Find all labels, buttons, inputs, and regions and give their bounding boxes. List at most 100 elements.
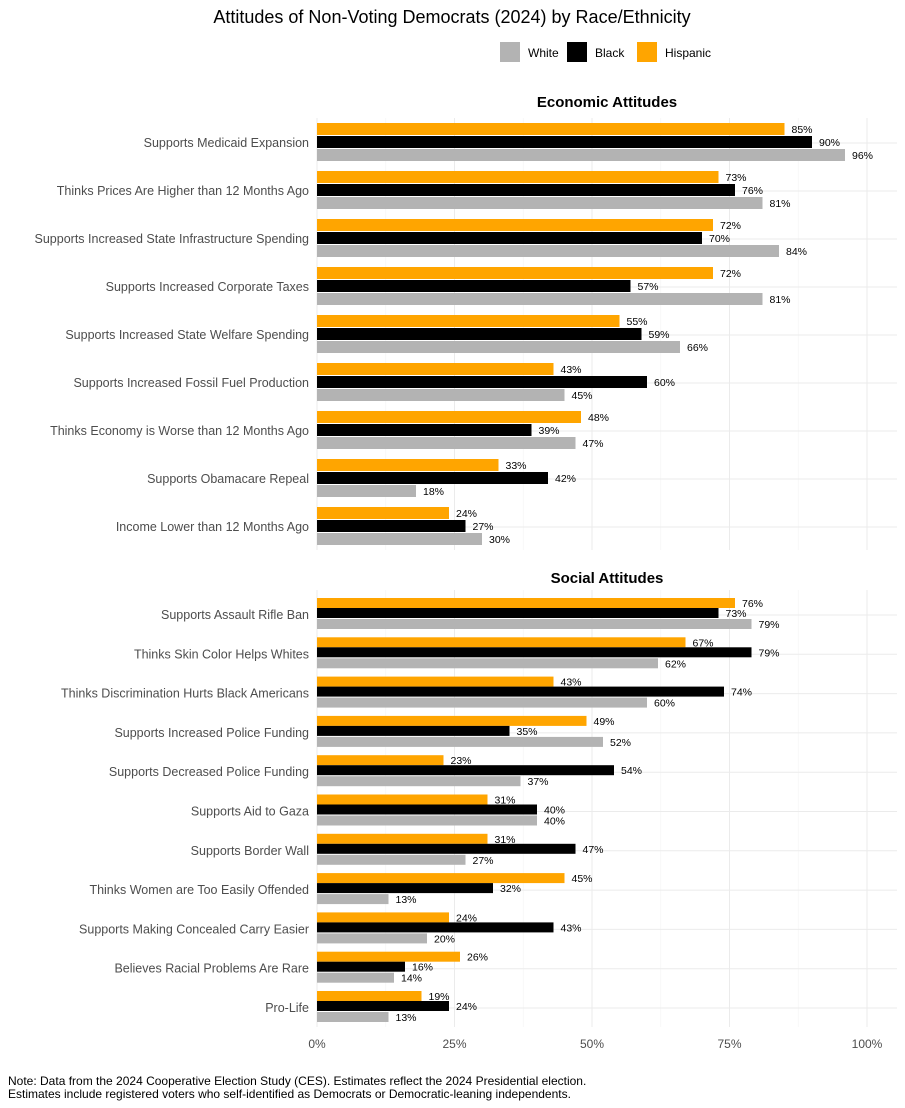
legend-swatch-black bbox=[567, 42, 587, 62]
social-category-label: Thinks Women are Too Easily Offended bbox=[89, 883, 309, 897]
economic-bar-white bbox=[317, 197, 763, 209]
economic-data-label-hispanic: 43% bbox=[561, 364, 582, 376]
social-panel-title: Social Attitudes bbox=[551, 570, 664, 587]
economic-bar-black bbox=[317, 520, 466, 532]
social-category-label: Supports Making Concealed Carry Easier bbox=[79, 922, 309, 936]
legend-label-black: Black bbox=[595, 46, 625, 60]
social-data-label-black: 47% bbox=[583, 844, 604, 856]
social-bar-black bbox=[317, 1001, 449, 1011]
social-data-label-white: 52% bbox=[610, 737, 631, 749]
social-bar-white bbox=[317, 894, 389, 905]
economic-bar-white bbox=[317, 341, 680, 353]
x-tick-label: 50% bbox=[580, 1037, 604, 1051]
economic-data-label-hispanic: 55% bbox=[627, 316, 648, 328]
social-category-label: Supports Increased Police Funding bbox=[114, 726, 309, 740]
x-tick-label: 25% bbox=[442, 1037, 466, 1051]
social-category-label: Supports Assault Rifle Ban bbox=[161, 608, 309, 622]
economic-data-label-hispanic: 24% bbox=[456, 508, 477, 520]
social-bar-black bbox=[317, 725, 510, 736]
social-data-label-hispanic: 26% bbox=[467, 952, 488, 964]
legend-label-white: White bbox=[528, 46, 559, 60]
social-data-label-white: 14% bbox=[401, 973, 422, 985]
social-bar-black bbox=[317, 686, 724, 697]
social-bar-white bbox=[317, 815, 537, 826]
chart-note: Note: Data from the 2024 Cooperative Ele… bbox=[8, 1075, 586, 1101]
social-bar-black bbox=[317, 647, 752, 658]
social-data-label-black: 40% bbox=[544, 805, 565, 817]
economic-data-label-white: 84% bbox=[786, 246, 807, 258]
social-bar-hispanic bbox=[317, 755, 444, 766]
social-data-label-hispanic: 31% bbox=[495, 834, 516, 846]
economic-bar-black bbox=[317, 280, 631, 292]
social-data-label-white: 13% bbox=[396, 1012, 417, 1024]
social-bar-black bbox=[317, 804, 537, 815]
legend-swatch-hispanic bbox=[637, 42, 657, 62]
social-bar-white bbox=[317, 854, 466, 865]
economic-bar-hispanic bbox=[317, 315, 620, 327]
economic-data-label-hispanic: 72% bbox=[720, 268, 741, 280]
economic-bar-hispanic bbox=[317, 459, 499, 471]
economic-bar-hispanic bbox=[317, 171, 719, 183]
economic-bar-white bbox=[317, 437, 576, 449]
economic-category-label: Supports Increased State Infrastructure … bbox=[35, 232, 310, 246]
social-bar-black bbox=[317, 961, 405, 972]
economic-category-label: Supports Increased State Welfare Spendin… bbox=[65, 328, 309, 342]
social-data-label-black: 35% bbox=[517, 726, 538, 738]
legend-label-hispanic: Hispanic bbox=[665, 46, 711, 60]
economic-bar-hispanic bbox=[317, 267, 713, 279]
social-data-label-black: 43% bbox=[561, 922, 582, 934]
economic-data-label-hispanic: 33% bbox=[506, 460, 527, 472]
economic-category-label: Supports Increased Fossil Fuel Productio… bbox=[73, 376, 309, 390]
note-line-2: Estimates include registered voters who … bbox=[8, 1087, 571, 1101]
social-bar-hispanic bbox=[317, 912, 449, 923]
social-data-label-white: 40% bbox=[544, 816, 565, 828]
social-bar-white bbox=[317, 658, 658, 669]
x-tick-label: 75% bbox=[717, 1037, 741, 1051]
economic-category-label: Supports Increased Corporate Taxes bbox=[106, 280, 309, 294]
social-data-label-hispanic: 31% bbox=[495, 795, 516, 807]
economic-bar-hispanic bbox=[317, 219, 713, 231]
economic-data-label-white: 30% bbox=[489, 534, 510, 546]
economic-data-label-black: 57% bbox=[638, 281, 659, 293]
social-data-label-hispanic: 76% bbox=[742, 598, 763, 610]
social-category-label: Thinks Discrimination Hurts Black Americ… bbox=[61, 687, 309, 701]
note-line-1: Note: Data from the 2024 Cooperative Ele… bbox=[8, 1074, 587, 1088]
economic-data-label-white: 18% bbox=[423, 486, 444, 498]
social-bar-white bbox=[317, 619, 752, 629]
social-bar-white bbox=[317, 697, 647, 708]
social-data-label-white: 27% bbox=[473, 855, 494, 867]
social-data-label-black: 79% bbox=[759, 647, 780, 659]
economic-bar-white bbox=[317, 245, 779, 257]
economic-bar-black bbox=[317, 424, 532, 436]
social-bar-hispanic bbox=[317, 637, 686, 648]
economic-bar-white bbox=[317, 389, 565, 401]
chart-title: Attitudes of Non-Voting Democrats (2024)… bbox=[213, 7, 690, 27]
economic-data-label-white: 96% bbox=[852, 150, 873, 162]
social-data-label-hispanic: 43% bbox=[561, 677, 582, 689]
social-data-label-hispanic: 23% bbox=[451, 755, 472, 767]
economic-data-label-white: 81% bbox=[770, 294, 791, 306]
social-category-label: Believes Racial Problems Are Rare bbox=[114, 962, 309, 976]
economic-data-label-black: 60% bbox=[654, 377, 675, 389]
economic-data-label-black: 42% bbox=[555, 473, 576, 485]
social-bar-black bbox=[317, 922, 554, 933]
social-bar-black bbox=[317, 843, 576, 854]
economic-bar-black bbox=[317, 232, 702, 244]
social-category-label: Supports Border Wall bbox=[191, 844, 309, 858]
economic-data-label-hispanic: 85% bbox=[792, 124, 813, 136]
economic-bar-black bbox=[317, 184, 735, 196]
economic-data-label-white: 81% bbox=[770, 198, 791, 210]
economic-data-label-black: 39% bbox=[539, 425, 560, 437]
social-bar-hispanic bbox=[317, 794, 488, 805]
social-bar-hispanic bbox=[317, 991, 422, 1001]
economic-bar-hispanic bbox=[317, 363, 554, 375]
social-data-label-hispanic: 45% bbox=[572, 873, 593, 885]
social-category-label: Supports Aid to Gaza bbox=[191, 805, 309, 819]
social-bar-hispanic bbox=[317, 598, 735, 608]
economic-data-label-black: 90% bbox=[819, 137, 840, 149]
social-data-label-hispanic: 24% bbox=[456, 912, 477, 924]
social-data-label-white: 60% bbox=[654, 698, 675, 710]
x-tick-label: 100% bbox=[852, 1037, 883, 1051]
social-data-label-white: 20% bbox=[434, 933, 455, 945]
